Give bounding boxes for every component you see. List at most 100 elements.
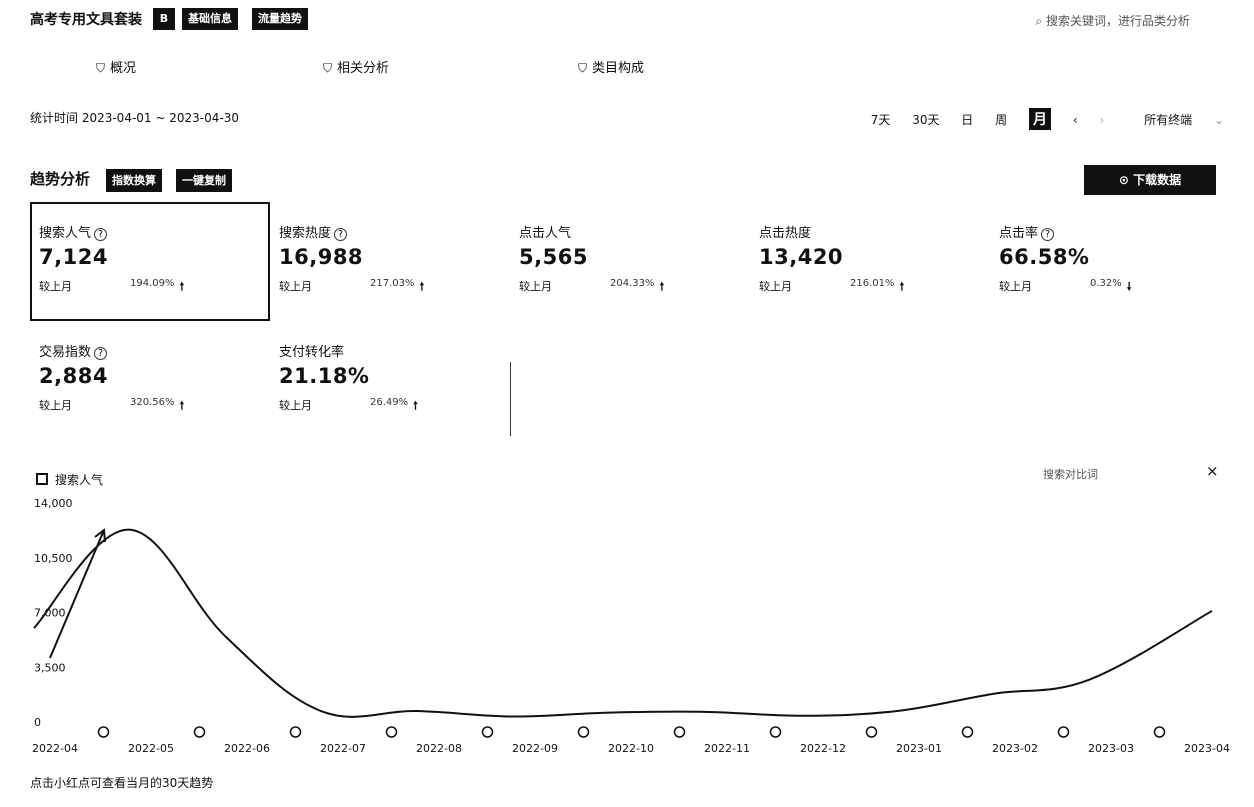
arrow-up-icon: 🠕 [179, 280, 185, 293]
close-icon[interactable]: × [1206, 462, 1219, 480]
x-tick-label: 2023-04 [1184, 742, 1230, 755]
x-tick-label: 2022-10 [608, 742, 654, 755]
period-week[interactable]: 周 [995, 113, 1008, 127]
metric-card-ctr[interactable]: 点击率? 66.58% 较上月 0.32% 🠗 [990, 202, 1230, 321]
metric-card-click-popularity[interactable]: 点击人气 5,565 较上月 204.33% 🠕 [510, 202, 750, 321]
month-point-marker[interactable] [961, 726, 974, 738]
tab-overview[interactable]: ⛉ 概况 [96, 61, 137, 76]
metric-change: 0.32% [1090, 278, 1122, 289]
bag-icon: ⛉ [96, 61, 106, 75]
index-convert-button[interactable]: 指数换算 [106, 169, 162, 192]
stat-time: 统计时间 2023-04-01 ~ 2023-04-30 [30, 111, 239, 125]
trend-chart: 14,000 10,500 7,000 3,500 0 2022-04 2022-05 202… [32, 497, 1230, 755]
x-tick-label: 2023-03 [1088, 742, 1134, 755]
terminal-select[interactable]: 所有终端 ⌄ [1144, 113, 1224, 127]
y-tick-label: 0 [34, 716, 41, 729]
bag-icon: ⛉ [578, 61, 588, 75]
metric-change: 26.49% [370, 397, 409, 408]
month-point-marker[interactable] [289, 726, 302, 738]
period-day[interactable]: 日 [961, 113, 974, 127]
arrow-up-icon: 🠕 [899, 280, 905, 293]
month-point-marker[interactable] [193, 726, 206, 738]
x-tick-label: 2022-12 [800, 742, 846, 755]
metric-change: 320.56% [130, 397, 175, 408]
help-icon[interactable]: ? [94, 347, 108, 360]
help-icon[interactable]: ? [1041, 228, 1055, 241]
tab-related-analysis[interactable]: ⛉ 相关分析 [323, 61, 390, 76]
x-tick-label: 2022-04 [32, 742, 78, 755]
y-tick-label: 7,000 [34, 607, 66, 620]
legend-square-icon [36, 473, 48, 485]
help-icon[interactable]: ? [334, 228, 348, 241]
x-tick-label: 2023-01 [896, 742, 942, 755]
period-7d[interactable]: 7天 [870, 113, 891, 127]
brand-badge: B [153, 8, 175, 30]
y-tick-label: 14,000 [34, 497, 73, 510]
search-input[interactable]: 搜索关键词，进行品类分析 [1045, 14, 1190, 28]
arrow-down-icon: 🠗 [1126, 280, 1132, 293]
help-icon[interactable]: ? [94, 228, 108, 241]
divider [510, 362, 511, 436]
month-point-marker[interactable] [1153, 726, 1166, 738]
metric-value: 13,420 [759, 245, 844, 269]
compare-input[interactable]: 搜索对比词 [1043, 468, 1098, 481]
tag-traffic-trend[interactable]: 流量趋势 [252, 8, 308, 30]
arrow-up-icon: 🠕 [179, 399, 185, 412]
month-point-marker[interactable] [1057, 726, 1070, 738]
x-tick-label: 2022-09 [512, 742, 558, 755]
metric-value: 5,565 [519, 245, 588, 269]
period-month[interactable]: 月 [1028, 108, 1051, 130]
export-button[interactable]: ⊙ 下载数据 [1084, 165, 1216, 195]
x-tick-label: 2022-06 [224, 742, 270, 755]
arrow-up-icon: 🠕 [413, 399, 418, 412]
metric-change: 217.03% [370, 278, 415, 289]
x-tick-label: 2022-05 [128, 742, 174, 755]
section-title: 趋势分析 [30, 170, 91, 188]
x-tick-label: 2022-07 [320, 742, 366, 755]
bag-icon: ⛉ [323, 61, 333, 75]
metric-card-search-heat[interactable]: 搜索热度? 16,988 较上月 217.03% 🠕 [270, 202, 510, 321]
y-tick-label: 3,500 [34, 661, 66, 674]
month-point-marker[interactable] [673, 726, 686, 738]
page-title: 高考专用文具套装 [30, 12, 142, 28]
metric-card-click-heat[interactable]: 点击热度 13,420 较上月 216.01% 🠕 [750, 202, 990, 321]
x-tick-label: 2022-08 [416, 742, 462, 755]
download-icon: ⊙ [1118, 173, 1134, 187]
metric-value: 2,884 [39, 364, 108, 388]
series-line [33, 528, 1213, 718]
tab-category[interactable]: ⛉ 类目构成 [578, 61, 645, 76]
metric-value: 21.18% [279, 364, 370, 388]
x-tick-label: 2022-11 [704, 742, 750, 755]
y-tick-label: 10,500 [34, 552, 73, 565]
month-point-marker[interactable] [481, 726, 494, 738]
search-box[interactable]: ⌕ 搜索关键词，进行品类分析 [1035, 12, 1190, 29]
search-icon: ⌕ [1035, 14, 1043, 28]
copy-button[interactable]: 一键复制 [176, 169, 232, 192]
chart-footnote: 点击小红点可查看当月的30天趋势 [30, 776, 214, 790]
prev-icon[interactable]: ‹ [1072, 113, 1078, 127]
month-point-marker[interactable] [97, 726, 110, 738]
period-30d[interactable]: 30天 [912, 113, 940, 127]
metric-change: 216.01% [850, 278, 895, 289]
metric-change: 204.33% [610, 278, 655, 289]
arrow-up-icon: 🠕 [419, 280, 425, 293]
metric-change: 194.09% [130, 278, 175, 289]
annotation-arrow [49, 528, 106, 659]
month-point-marker[interactable] [769, 726, 782, 738]
metric-card-search-popularity[interactable]: 搜索人气? 7,124 较上月 194.09% 🠕 [30, 202, 270, 321]
month-point-marker[interactable] [385, 726, 398, 738]
period-selector: 7天 30天 日 周 月 ‹ › 所有终端 ⌄ [853, 108, 1224, 130]
arrow-up-icon: 🠕 [659, 280, 665, 293]
chart-legend[interactable]: 搜索人气 [36, 471, 103, 488]
month-point-marker[interactable] [577, 726, 590, 738]
tag-basic-info[interactable]: 基础信息 [182, 8, 238, 30]
metric-value: 66.58% [999, 245, 1090, 269]
month-point-marker[interactable] [865, 726, 878, 738]
x-tick-label: 2023-02 [992, 742, 1038, 755]
metric-card-pay-conversion[interactable]: 支付转化率 21.18% 较上月 26.49% 🠕 [270, 321, 510, 440]
chevron-down-icon: ⌄ [1213, 113, 1224, 127]
next-icon[interactable]: › [1099, 113, 1105, 127]
metric-value: 7,124 [39, 245, 108, 269]
metric-card-trade-index[interactable]: 交易指数? 2,884 较上月 320.56% 🠕 [30, 321, 270, 440]
metric-value: 16,988 [279, 245, 364, 269]
